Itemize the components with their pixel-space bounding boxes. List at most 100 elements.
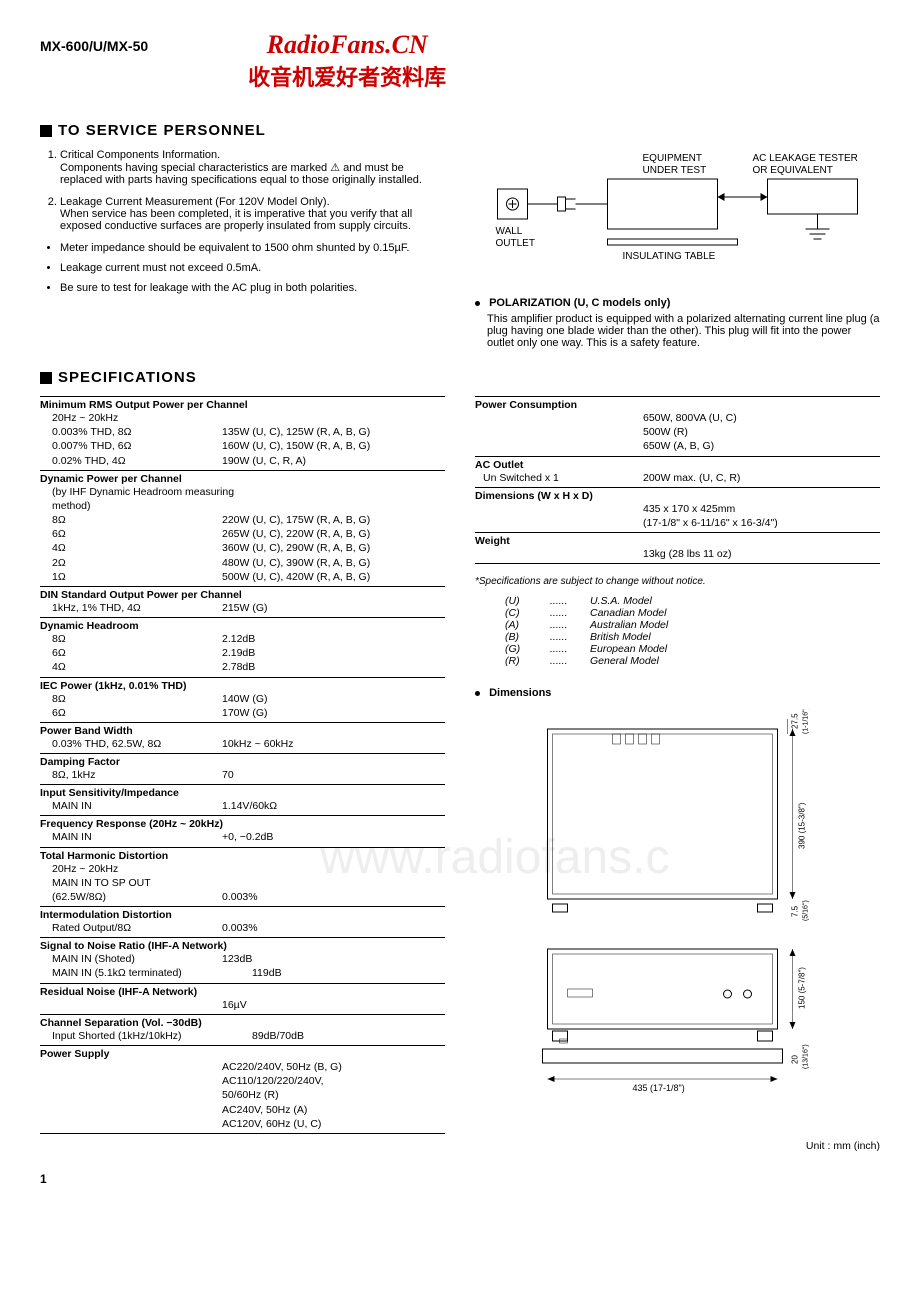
model-legend-name: Australian Model	[590, 619, 668, 631]
spec-row-value: 70	[222, 768, 445, 782]
service-item-1: Critical Components Information. Compone…	[60, 149, 445, 186]
spec-row: 1kHz, 1% THD, 4Ω215W (G)	[40, 601, 445, 615]
service-bullet-1: Meter impedance should be equivalent to …	[60, 242, 445, 254]
spec-row-label: MAIN IN TO SP OUT	[40, 876, 222, 890]
spec-row-value: AC110/120/220/240V,	[222, 1074, 445, 1088]
svg-text:390 (15-3/8"): 390 (15-3/8")	[798, 802, 807, 849]
spec-row: 6Ω265W (U, C), 220W (R, A, B, G)	[40, 527, 445, 541]
spec-row: 20Hz ~ 20kHz	[40, 862, 445, 876]
spec-row-label: 20Hz ~ 20kHz	[40, 411, 222, 425]
spec-row: 6Ω2.19dB	[40, 646, 445, 660]
spec-row-label: 0.003% THD, 8Ω	[40, 425, 222, 439]
spec-block: DIN Standard Output Power per Channel1kH…	[40, 586, 445, 617]
spec-row: 50/60Hz (R)	[40, 1088, 445, 1102]
model-legend-dots: ......	[550, 595, 590, 607]
spec-row: MAIN IN TO SP OUT	[40, 876, 445, 890]
spec-row-label: (by IHF Dynamic Headroom measuring metho…	[40, 485, 252, 513]
spec-row-label	[475, 516, 643, 530]
spec-row: (by IHF Dynamic Headroom measuring metho…	[40, 485, 445, 513]
spec-row-label: 0.03% THD, 62.5W, 8Ω	[40, 737, 222, 751]
service-right-col: EQUIPMENT UNDER TEST AC LEAKAGE TESTER O…	[475, 149, 880, 349]
spec-block-title: Minimum RMS Output Power per Channel	[40, 399, 445, 411]
spec-row-value: 135W (U, C), 125W (R, A, B, G)	[222, 425, 445, 439]
diagram-insulating-label: INSULATING TABLE	[623, 251, 716, 262]
spec-row-label	[40, 1103, 222, 1117]
svg-text:27.5: 27.5	[791, 713, 800, 729]
spec-row: 0.02% THD, 4Ω190W (U, C, R, A)	[40, 454, 445, 468]
model-legend-code: (G)	[505, 643, 550, 655]
model-legend-code: (A)	[505, 619, 550, 631]
svg-text:(13/16"): (13/16")	[803, 1045, 810, 1070]
model-legend-row: (R)......General Model	[505, 655, 880, 667]
svg-text:435 (17-1/8"): 435 (17-1/8")	[633, 1083, 685, 1093]
spec-row-label: MAIN IN (Shoted)	[40, 952, 222, 966]
spec-block-title: Total Harmonic Distortion	[40, 850, 445, 862]
spec-row: (62.5W/8Ω)0.003%	[40, 890, 445, 904]
spec-row-value: 200W max. (U, C, R)	[643, 471, 880, 485]
bullet-dot-icon	[475, 301, 480, 306]
spec-row-value: 1.14V/60kΩ	[222, 799, 445, 813]
spec-row: 650W, 800VA (U, C)	[475, 411, 880, 425]
spec-row-label: Un Switched x 1	[475, 471, 643, 485]
spec-row: (17-1/8" x 6-11/16" x 16-3/4")	[475, 516, 880, 530]
polarization-body: This amplifier product is equipped with …	[475, 313, 880, 349]
spec-row: 4Ω360W (U, C), 290W (R, A, B, G)	[40, 541, 445, 555]
spec-row: 8Ω2.12dB	[40, 632, 445, 646]
dimensions-title: Dimensions	[489, 687, 551, 699]
spec-row-label	[40, 1088, 222, 1102]
spec-row-value: 170W (G)	[222, 706, 445, 720]
service-item-2: Leakage Current Measurement (For 120V Mo…	[60, 196, 445, 232]
model-legend-row: (A)......Australian Model	[505, 619, 880, 631]
spec-row-value: +0, −0.2dB	[222, 830, 445, 844]
spec-block: Weight13kg (28 lbs 11 oz)	[475, 532, 880, 563]
spec-row-label: MAIN IN	[40, 799, 222, 813]
spec-row: 13kg (28 lbs 11 oz)	[475, 547, 880, 561]
spec-row-label: 6Ω	[40, 646, 222, 660]
spec-row: 6Ω170W (G)	[40, 706, 445, 720]
diagram-under-test-label: UNDER TEST	[643, 165, 707, 176]
model-number: MX-600/U/MX-50	[40, 38, 148, 54]
spec-row-value: 0.003%	[222, 921, 445, 935]
spec-heading: SPECIFICATIONS	[40, 369, 880, 386]
service-bullet-2: Leakage current must not exceed 0.5mA.	[60, 262, 445, 274]
spec-row: 0.03% THD, 62.5W, 8Ω10kHz ~ 60kHz	[40, 737, 445, 751]
model-legend-dots: ......	[550, 607, 590, 619]
spec-row-value	[222, 411, 445, 425]
model-legend-name: Canadian Model	[590, 607, 666, 619]
spec-block: Signal to Noise Ratio (IHF-A Network)MAI…	[40, 937, 445, 982]
spec-row-label	[475, 411, 643, 425]
spec-row-label: 8Ω	[40, 513, 222, 527]
spec-row-value: (17-1/8" x 6-11/16" x 16-3/4")	[643, 516, 880, 530]
service-columns: Critical Components Information. Compone…	[40, 149, 880, 349]
leakage-test-diagram: EQUIPMENT UNDER TEST AC LEAKAGE TESTER O…	[475, 149, 880, 282]
watermark-main: RadioFans.CN	[248, 30, 446, 60]
service-item-1-body: Components having special characteristic…	[60, 162, 422, 186]
svg-text:20: 20	[791, 1055, 800, 1064]
spec-block: Power Band Width0.03% THD, 62.5W, 8Ω10kH…	[40, 722, 445, 753]
spec-row-label: 1kHz, 1% THD, 4Ω	[40, 601, 222, 615]
page-number: 1	[40, 1172, 880, 1186]
spec-row: 1Ω500W (U, C), 420W (R, A, B, G)	[40, 570, 445, 584]
spec-row-label: (62.5W/8Ω)	[40, 890, 222, 904]
spec-block-title: Input Sensitivity/Impedance	[40, 787, 445, 799]
model-legend-row: (U)......U.S.A. Model	[505, 595, 880, 607]
spec-row: 8Ω220W (U, C), 175W (R, A, B, G)	[40, 513, 445, 527]
spec-row: 0.007% THD, 6Ω160W (U, C), 150W (R, A, B…	[40, 439, 445, 453]
model-legend-row: (B)......British Model	[505, 631, 880, 643]
spec-left-col: Minimum RMS Output Power per Channel20Hz…	[40, 396, 445, 1152]
spec-row-label	[475, 425, 643, 439]
diagram-ac-leakage-label: AC LEAKAGE TESTER	[753, 153, 858, 164]
spec-block-title: Residual Noise (IHF-A Network)	[40, 986, 445, 998]
spec-block: Frequency Response (20Hz ~ 20kHz)MAIN IN…	[40, 815, 445, 846]
diagram-or-equiv-label: OR EQUIVALENT	[753, 165, 833, 176]
spec-row-label: 8Ω	[40, 692, 222, 706]
spec-block-title: Frequency Response (20Hz ~ 20kHz)	[40, 818, 445, 830]
spec-row-value: 0.003%	[222, 890, 445, 904]
spec-row-value: 265W (U, C), 220W (R, A, B, G)	[222, 527, 445, 541]
spec-block: Total Harmonic Distortion20Hz ~ 20kHzMAI…	[40, 847, 445, 907]
spec-heading-text: SPECIFICATIONS	[58, 369, 197, 386]
spec-row-label	[475, 439, 643, 453]
spec-row: MAIN IN (5.1kΩ terminated)119dB	[40, 966, 445, 980]
model-legend-name: U.S.A. Model	[590, 595, 652, 607]
spec-block-title: Weight	[475, 535, 880, 547]
